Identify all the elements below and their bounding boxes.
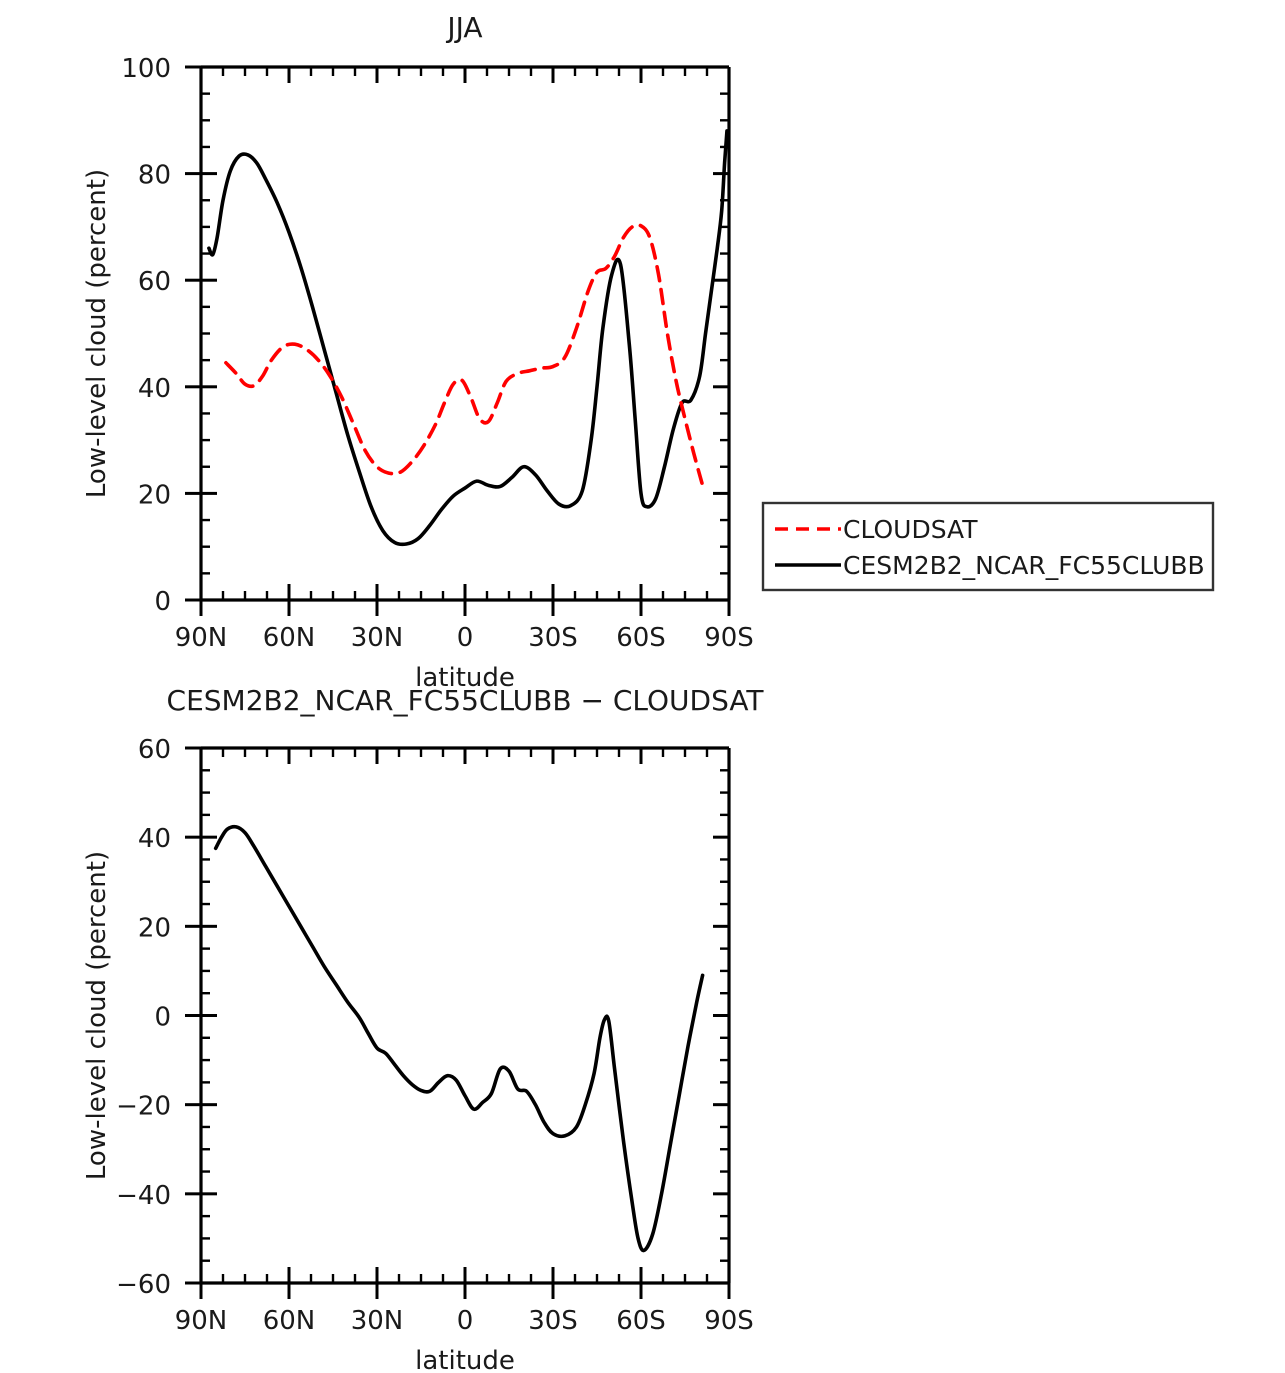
y-axis-label-bottom: Low-level cloud (percent) [82, 851, 112, 1180]
panel-bottom: 90N 60N 30N 0 30S 60S 90S −60 −40 −20 0 20 40 60 CESM2… [82, 684, 764, 1373]
legend-label-cloudsat: CLOUDSAT [843, 515, 978, 544]
plot-title-bottom: CESM2B2_NCAR_FC55CLUBB − CLOUDSAT [167, 684, 765, 717]
legend-label-cesm2b2_ncar_fc55clubb: CESM2B2_NCAR_FC55CLUBB [843, 551, 1205, 580]
x-axis-label-bottom: latitude [415, 1346, 515, 1373]
y-tick-label-60: 60 [138, 267, 171, 297]
y-tick-label-−20: −20 [116, 1092, 171, 1122]
x-axis-label-top: latitude [415, 663, 515, 693]
x-tick-label-0: 0 [457, 623, 474, 653]
y-tick-label-40: 40 [138, 374, 171, 404]
y-tick-label-0: 0 [154, 1003, 171, 1033]
y-tick-label-−60: −60 [116, 1270, 171, 1300]
panel-top: 90N 60N 30N 0 30S 60S 90S 0 20 40 60 80 100 JJA latitu… [82, 11, 1215, 693]
x-tick-label-30S: 30S [528, 1306, 578, 1336]
y-tick-label-60: 60 [138, 735, 171, 765]
y-tick-label-20: 20 [138, 480, 171, 510]
x-tick-label-30S: 30S [528, 623, 578, 653]
series-line-cesm2b2-ncar-fc55clubb [207, 129, 729, 547]
x-tick-label-60N: 60N [263, 1306, 316, 1336]
x-tick-label-0: 0 [457, 1306, 474, 1336]
y-axis-label-top: Low-level cloud (percent) [82, 169, 112, 498]
x-tick-label-90S: 90S [704, 1306, 754, 1336]
x-tick-label-30N: 30N [351, 623, 404, 653]
legend-box [761, 501, 1215, 592]
x-tick-label-90N: 90N [175, 623, 228, 653]
y-tick-label-−40: −40 [116, 1181, 171, 1211]
series-line-cloudsat [224, 223, 705, 488]
y-tick-label-40: 40 [138, 824, 171, 854]
plot-title-top: JJA [445, 11, 482, 44]
y-tick-label-80: 80 [138, 161, 171, 191]
x-tick-label-60S: 60S [616, 623, 666, 653]
x-tick-label-90N: 90N [175, 1306, 228, 1336]
series-line-cesm2b2-ncar-fc55clubb-cloudsat [213, 824, 705, 1253]
x-tick-label-90S: 90S [704, 623, 754, 653]
y-tick-label-0: 0 [154, 587, 171, 617]
y-tick-label-20: 20 [138, 913, 171, 943]
y-tick-label-100: 100 [121, 54, 171, 84]
x-tick-label-30N: 30N [351, 1306, 404, 1336]
x-tick-label-60N: 60N [263, 623, 316, 653]
x-tick-label-60S: 60S [616, 1306, 666, 1336]
